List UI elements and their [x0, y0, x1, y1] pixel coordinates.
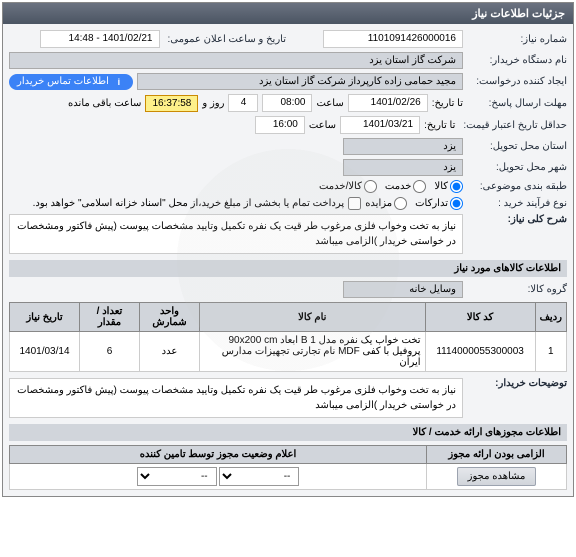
min-valid-label: حداقل تاریخ اعتبار قیمت: [459, 120, 567, 131]
cell-qty: 6 [80, 332, 140, 372]
row-goods-group: گروه کالا: وسایل خانه [9, 281, 567, 298]
cell-name: تخت خواب یک نفره مدل B 1 ابعاد 90x200 cm… [200, 332, 426, 372]
delivery-type-radios: کالا خدمت کالا/خدمت [319, 180, 463, 193]
th-permit-required: الزامی بودن ارائه مجوز [427, 446, 567, 464]
deadline-date: 1401/02/26 [348, 94, 428, 112]
permit-status-select-2[interactable]: -- [137, 467, 217, 486]
row-need-number: شماره نیاز: 1101091426000016 تاریخ و ساع… [9, 30, 567, 48]
radio-auction-input[interactable] [394, 197, 407, 210]
view-permit-button[interactable]: مشاهده مجوز [457, 467, 537, 486]
goods-section-header: اطلاعات کالاهای مورد نیاز [9, 260, 567, 277]
permit-section-header: اطلاعات مجوزهای ارائه خدمت / کالا [9, 424, 567, 441]
th-qty: تعداد / مقدار [80, 303, 140, 332]
radio-goods[interactable]: کالا [434, 180, 463, 193]
permit-table: الزامی بودن ارائه مجوز اعلام وضعیت مجوز … [9, 445, 567, 490]
th-permit-status: اعلام وضعیت مجوز توسط تامین کننده [10, 446, 427, 464]
buyer-org-label: نام دستگاه خریدار: [467, 55, 567, 66]
row-desc: شرح کلی نیاز: نیاز به تخت وخواب فلزی مرغ… [9, 214, 567, 254]
row-buy-process: نوع فرآیند خرید : تدارکات مزایده پرداخت … [9, 197, 567, 210]
cell-code: 1114000055300003 [425, 332, 535, 372]
city-value: یزد [343, 159, 463, 176]
permit-header-row: الزامی بودن ارائه مجوز اعلام وضعیت مجوز … [10, 446, 567, 464]
deadline-date-lbl: تا تاریخ: [432, 98, 463, 109]
radio-service[interactable]: خدمت [385, 180, 427, 193]
deadline-time-lbl: ساعت [316, 98, 343, 109]
row-city: شهر محل تحویل: یزد [9, 159, 567, 176]
min-valid-time-lbl: ساعت [309, 120, 336, 131]
radio-procurement-input[interactable] [450, 197, 463, 210]
row-place: استان محل تحویل: یزد [9, 138, 567, 155]
th-name: نام کالا [200, 303, 426, 332]
announce-date-label: تاریخ و ساعت اعلان عمومی: [164, 34, 287, 45]
cell-unit: عدد [140, 332, 200, 372]
row-buyer-note: توضیحات خریدار: نیاز به تخت وخواب فلزی م… [9, 378, 567, 418]
requester-label: ایجاد کننده درخواست: [467, 76, 567, 87]
row-buyer-org: نام دستگاه خریدار: شرکت گاز استان یزد [9, 52, 567, 69]
permit-view-cell: مشاهده مجوز [427, 464, 567, 490]
th-unit: واحد شمارش [140, 303, 200, 332]
min-valid-time: 16:00 [255, 116, 305, 134]
permit-status-cell: -- -- [10, 464, 427, 490]
permit-row: مشاهده مجوز -- -- [10, 464, 567, 490]
radio-service-input[interactable] [413, 180, 426, 193]
deadline-label: مهلت ارسال پاسخ: [467, 98, 567, 109]
row-min-valid: حداقل تاریخ اعتبار قیمت: تا تاریخ: 1401/… [9, 116, 567, 134]
deadline-time: 08:00 [262, 94, 312, 112]
th-code: کد کالا [425, 303, 535, 332]
radio-both-input[interactable] [364, 180, 377, 193]
city-label: شهر محل تحویل: [467, 162, 567, 173]
panel-title: جزئیات اطلاعات نیاز [3, 3, 573, 24]
goods-table: ردیف کد کالا نام کالا واحد شمارش تعداد /… [9, 302, 567, 372]
contact-buyer-badge[interactable]: i اطلاعات تماس خریدار [9, 74, 133, 90]
deadline-remain: 16:37:58 [145, 95, 198, 112]
buyer-org-value: شرکت گاز استان یزد [9, 52, 463, 69]
goods-group-label: گروه کالا: [467, 284, 567, 295]
desc-label: شرح کلی نیاز: [467, 214, 567, 225]
th-date: تاریخ نیاز [10, 303, 80, 332]
row-delivery-type: طبقه بندی موضوعی: کالا خدمت کالا/خدمت [9, 180, 567, 193]
table-row[interactable]: 1 1114000055300003 تخت خواب یک نفره مدل … [10, 332, 567, 372]
buyer-note-text: نیاز به تخت وخواب فلزی مرغوب طر قیت یک ن… [9, 378, 463, 418]
buy-process-label: نوع فرآیند خرید : [467, 198, 567, 209]
permit-status-select[interactable]: -- [219, 467, 299, 486]
desc-text: نیاز به تخت وخواب فلزی مرغوب طر قیت یک ن… [9, 214, 463, 254]
min-valid-date-lbl: تا تاریخ: [424, 120, 455, 131]
th-row: ردیف [535, 303, 566, 332]
delivery-type-label: طبقه بندی موضوعی: [467, 181, 567, 192]
need-number-label: شماره نیاز: [467, 34, 567, 45]
min-valid-date: 1401/03/21 [340, 116, 420, 134]
treasury-note: پرداخت تمام یا بخشی از مبلغ خرید،از محل … [33, 198, 345, 209]
place-label: استان محل تحویل: [467, 141, 567, 152]
panel-body: شماره نیاز: 1101091426000016 تاریخ و ساع… [3, 24, 573, 496]
contact-badge-text: اطلاعات تماس خریدار [17, 76, 109, 87]
deadline-remain-lbl: ساعت باقی مانده [68, 98, 141, 109]
row-requester: ایجاد کننده درخواست: مجید حمامی زاده کار… [9, 73, 567, 90]
row-deadline: مهلت ارسال پاسخ: تا تاریخ: 1401/02/26 سا… [9, 94, 567, 112]
details-panel: جزئیات اطلاعات نیاز شماره نیاز: 11010914… [2, 2, 574, 497]
cell-date: 1401/03/14 [10, 332, 80, 372]
radio-goods-input[interactable] [450, 180, 463, 193]
goods-table-header-row: ردیف کد کالا نام کالا واحد شمارش تعداد /… [10, 303, 567, 332]
goods-group-value: وسایل خانه [343, 281, 463, 298]
need-number-value: 1101091426000016 [323, 30, 463, 48]
cell-row: 1 [535, 332, 566, 372]
buy-process-radios: تدارکات مزایده [365, 197, 463, 210]
deadline-days-lbl: روز و [202, 98, 224, 109]
requester-value: مجید حمامی زاده کارپرداز شرکت گاز استان … [137, 73, 463, 90]
place-value: یزد [343, 138, 463, 155]
info-icon: i [113, 76, 125, 88]
buyer-note-label: توضیحات خریدار: [467, 378, 567, 389]
deadline-days: 4 [228, 94, 258, 112]
radio-auction[interactable]: مزایده [365, 197, 407, 210]
radio-procurement[interactable]: تدارکات [415, 197, 463, 210]
announce-date-value: 1401/02/21 - 14:48 [40, 30, 160, 48]
radio-both[interactable]: کالا/خدمت [319, 180, 377, 193]
treasury-checkbox[interactable] [348, 197, 361, 210]
